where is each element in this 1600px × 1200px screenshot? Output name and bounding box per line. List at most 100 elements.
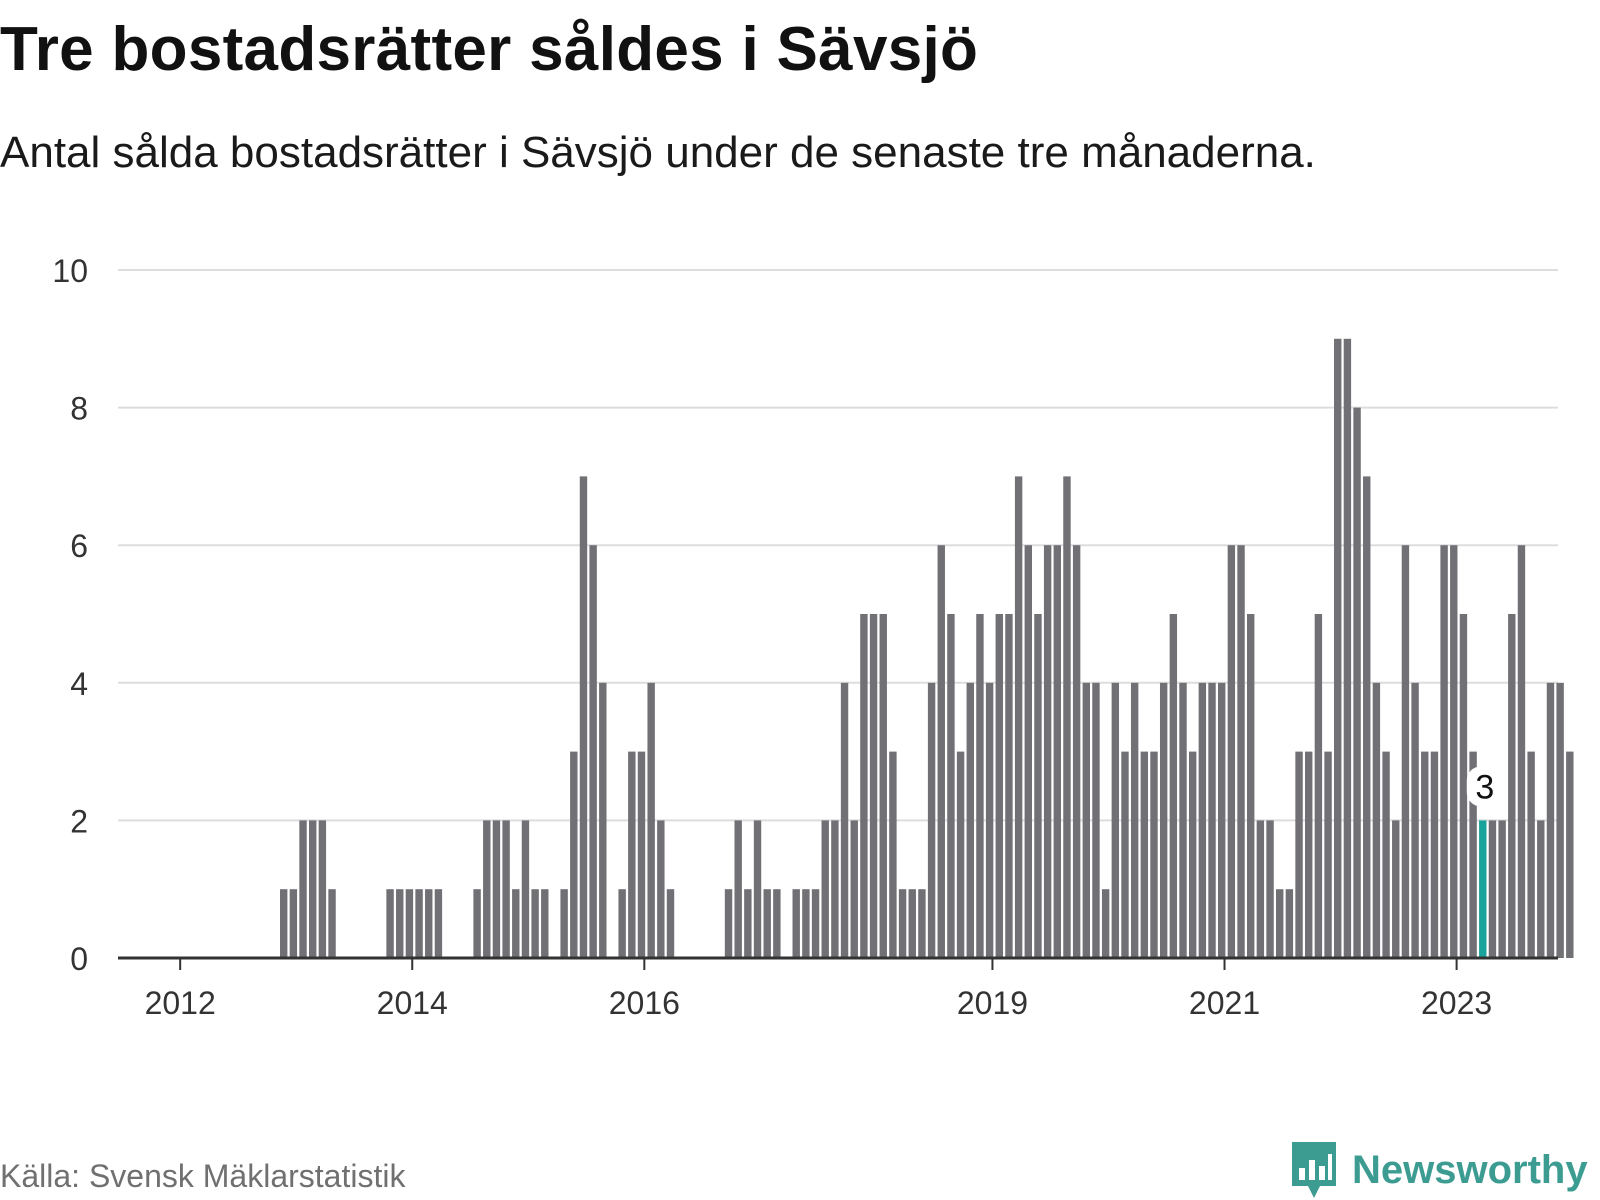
bar (869, 614, 878, 958)
bar (492, 820, 501, 958)
bar (666, 889, 675, 958)
bar (898, 889, 907, 958)
bar (811, 889, 820, 958)
bar (734, 820, 742, 958)
bar (570, 751, 578, 958)
bar (1488, 820, 1497, 958)
x-tick-label: 2021 (1189, 985, 1260, 1021)
bar (831, 820, 839, 958)
bar (637, 751, 646, 958)
bar (1247, 614, 1255, 958)
bar (541, 889, 549, 958)
bar (1217, 682, 1226, 958)
bar (908, 889, 916, 958)
bar (531, 889, 539, 958)
bar (1363, 476, 1371, 958)
bar (1179, 682, 1187, 958)
bar (918, 889, 926, 958)
bar (1508, 614, 1516, 958)
bar (1372, 682, 1381, 958)
grid-lines (118, 269, 1558, 822)
bar (1266, 820, 1274, 958)
bar (850, 820, 858, 958)
bar (473, 889, 481, 958)
brand-logo: Newsworthy (1290, 1140, 1588, 1200)
bar (1082, 682, 1091, 958)
bar (976, 614, 984, 958)
highlight-label-bg (1466, 766, 1499, 807)
brand-name: Newsworthy (1352, 1147, 1588, 1192)
bar (1546, 682, 1555, 958)
x-tick-label: 2014 (377, 985, 448, 1021)
bar (724, 889, 733, 958)
bar (657, 820, 665, 958)
bar (889, 751, 897, 958)
bar (985, 682, 994, 958)
bar (560, 889, 568, 958)
bar (1159, 682, 1168, 958)
bar (618, 889, 626, 958)
bar (927, 682, 936, 958)
bar (405, 889, 414, 958)
bar-chart-speech-bubble-icon (1292, 1142, 1336, 1198)
bar (1111, 682, 1120, 958)
bar (1527, 751, 1535, 958)
bar (1421, 751, 1429, 958)
bar (1353, 407, 1361, 959)
bar (1014, 476, 1023, 958)
bar (1043, 545, 1052, 958)
bar (415, 889, 423, 958)
bar (599, 682, 607, 958)
axes (118, 956, 1558, 970)
bar (1063, 476, 1071, 958)
bar (1072, 545, 1081, 958)
bar (1556, 682, 1564, 958)
bar (502, 820, 510, 958)
bar (1392, 820, 1400, 958)
bar (434, 889, 443, 958)
bar (1092, 682, 1100, 958)
x-tick-label: 2012 (145, 985, 216, 1021)
bar (1537, 820, 1545, 958)
x-tick-label: 2023 (1421, 985, 1492, 1021)
bar (1440, 545, 1448, 958)
bar (647, 682, 655, 958)
bar (1295, 751, 1303, 958)
bar (289, 889, 298, 958)
bar (396, 889, 404, 958)
y-tick-label: 0 (70, 941, 88, 977)
x-tick-label: 2016 (609, 985, 680, 1021)
bar (483, 820, 491, 958)
bar (1053, 545, 1061, 958)
bar (1343, 338, 1352, 958)
bar (1305, 751, 1313, 958)
y-tick-label: 10 (52, 253, 88, 289)
bar (956, 751, 965, 958)
bar (879, 614, 887, 958)
bar (744, 889, 752, 958)
bar (1285, 889, 1294, 958)
bar (309, 820, 317, 958)
bar (1517, 545, 1526, 958)
y-tick-label: 6 (70, 528, 88, 564)
bar (1024, 545, 1032, 958)
bar (821, 820, 829, 958)
bar (1227, 545, 1236, 958)
bar (521, 820, 530, 958)
bar (753, 820, 762, 958)
bar (1169, 614, 1178, 958)
bar (299, 820, 307, 958)
bar (579, 476, 588, 958)
y-tick-label: 2 (70, 803, 88, 839)
highlight-value-label: 3 (1475, 768, 1494, 806)
bar (840, 682, 849, 958)
bar (1411, 682, 1419, 958)
labels: 0 2 4 6 8 10 3 2012 2014 2016 2019 2021 2023 (52, 253, 1499, 1021)
page-subtitle: Antal sålda bostadsrätter i Sävsjö under… (0, 128, 1316, 177)
bar (1101, 889, 1110, 958)
bar (1208, 682, 1216, 958)
bar (1237, 545, 1245, 958)
bar (425, 889, 433, 958)
bar (995, 614, 1003, 958)
